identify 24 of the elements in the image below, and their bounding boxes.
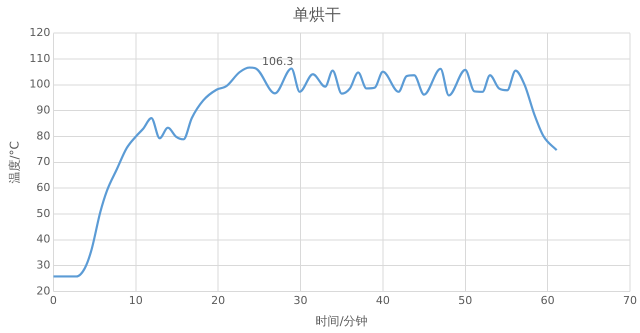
x-tick-label: 60 — [540, 294, 555, 307]
y-tick-label: 60 — [36, 180, 50, 194]
x-tick-label: 30 — [294, 294, 308, 307]
y-tick-label: 80 — [36, 129, 50, 142]
annotation: 106.3 — [262, 54, 294, 68]
x-tick-label: 50 — [458, 294, 472, 307]
y-axis-title: 温度/°C — [7, 141, 22, 184]
y-tick-label: 90 — [36, 104, 50, 117]
chart-title: 单烘干 — [293, 4, 341, 24]
y-tick-label: 20 — [36, 284, 50, 298]
x-tick-label: 20 — [211, 294, 226, 307]
x-tick-label: 0 — [50, 294, 57, 307]
y-tick-label: 110 — [29, 52, 50, 65]
y-tick-label: 50 — [36, 206, 50, 220]
y-tick-label: 40 — [36, 232, 50, 246]
x-tick-label: 10 — [128, 294, 143, 307]
y-tick-label: 30 — [36, 258, 50, 272]
y-tick-label: 100 — [29, 78, 50, 91]
y-tick-label: 120 — [29, 26, 50, 40]
x-tick-label: 70 — [623, 294, 637, 307]
line-series — [53, 66, 558, 278]
x-axis-title: 时间/分钟 — [316, 314, 368, 328]
y-tick-label: 70 — [36, 155, 50, 168]
x-tick-label: 40 — [376, 294, 390, 307]
